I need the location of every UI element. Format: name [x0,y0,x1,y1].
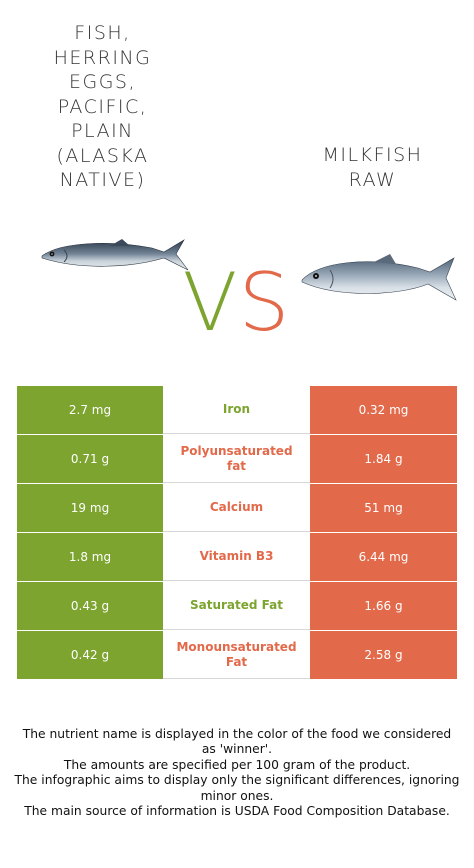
row-divider [17,483,457,484]
row-divider [17,581,457,582]
food-right-value: 1.84 g [310,435,457,483]
table-row: 0.71 g Polyunsaturated fat 1.84 g [17,435,457,484]
nutrient-name: Iron [163,386,310,434]
table-row: 2.7 mg Iron 0.32 mg [17,386,457,435]
nutrient-name: Saturated Fat [163,582,310,630]
food-right-value: 0.32 mg [310,386,457,434]
food-left-title: FISH, HERRING EGGS, PACIFIC, PLAIN (ALAS… [53,22,152,191]
footnote-line: The nutrient name is displayed in the co… [22,727,452,757]
vs-letter-v: V [183,258,238,340]
food-right-value: 6.44 mg [310,533,457,581]
food-right-value: 1.66 g [310,582,457,630]
nutrient-name: Vitamin B3 [163,533,310,581]
nutrient-name: Calcium [163,484,310,532]
vs-s-text: S [241,258,287,340]
footnote-line: The main source of information is USDA F… [24,804,450,819]
table-row: 0.43 g Saturated Fat 1.66 g [17,582,457,631]
table-row: 19 mg Calcium 51 mg [17,484,457,533]
footnote-line: The infographic aims to display only the… [14,773,460,803]
food-right-value: 51 mg [310,484,457,532]
table-row: 1.8 mg Vitamin B3 6.44 mg [17,533,457,582]
food-left-value: 19 mg [17,484,163,532]
food-left-value: 0.71 g [17,435,163,483]
food-right-title: MILKFISH RAW [322,144,423,191]
milkfish-icon [301,254,457,301]
nutrient-name: Monounsaturated Fat [163,631,310,679]
row-divider [17,434,457,435]
row-divider [17,630,457,631]
vs-letter-s: S [241,258,287,340]
footnote-line: The amounts are specified per 100 gram o… [63,757,411,772]
food-left-value: 0.43 g [17,582,163,630]
table-row: 0.42 g Monounsaturated Fat 2.58 g [17,631,457,680]
food-left-value: 1.8 mg [17,533,163,581]
food-left-value: 0.42 g [17,631,163,679]
food-left-value: 2.7 mg [17,386,163,434]
footnote: The nutrient name is displayed in the co… [14,727,460,819]
nutrient-name: Polyunsaturated fat [163,435,310,483]
vs-v-text: V [183,258,238,340]
herring-fish-icon [41,239,189,271]
food-right-value: 2.58 g [310,631,457,679]
row-divider [17,532,457,533]
nutrient-comparison-table: 2.7 mg Iron 0.32 mg 0.71 g Polyunsaturat… [17,386,457,680]
